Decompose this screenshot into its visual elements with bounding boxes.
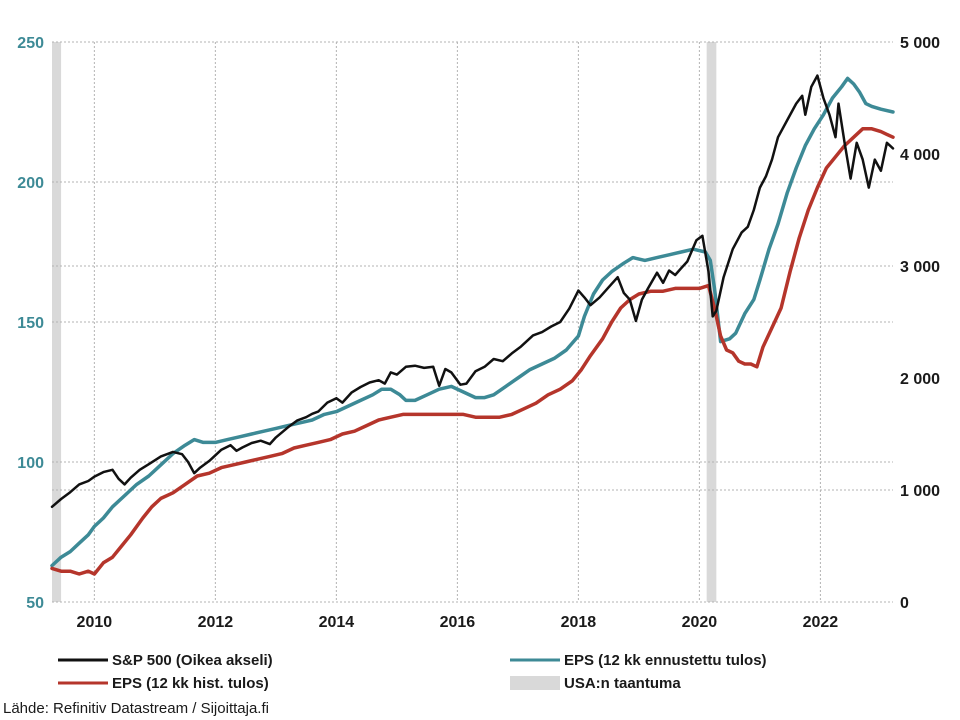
x-tick-label-4: 2018	[561, 614, 597, 631]
x-tick-label-0: 2010	[77, 614, 113, 631]
right-tick-label-1: 1 000	[900, 483, 940, 500]
legend: S&P 500 (Oikea akseli) EPS (12 kk hist. …	[58, 652, 767, 692]
right-axis-ticks: 0 1 000 2 000 3 000 4 000 5 000	[900, 35, 940, 612]
series-line-eps-12-kk-ennustettu-tulos	[50, 76, 895, 568]
left-tick-label-2: 150	[17, 315, 44, 332]
recession-band-1	[706, 42, 717, 602]
x-tick-label-6: 2022	[803, 614, 839, 631]
left-tick-label-3: 200	[17, 175, 44, 192]
x-tick-label-3: 2016	[440, 614, 476, 631]
legend-label-recession: USA:n taantuma	[564, 675, 681, 692]
left-tick-label-1: 100	[17, 455, 44, 472]
x-tick-label-5: 2020	[682, 614, 718, 631]
x-axis-ticks: 2010 2012 2014 2016 2018 2020 2022	[77, 614, 839, 631]
right-tick-label-0: 0	[900, 595, 909, 612]
right-tick-label-4: 4 000	[900, 147, 940, 164]
series-line-s-p-500-oikea-akseli	[50, 74, 895, 509]
legend-swatch-recession	[510, 676, 560, 690]
left-axis-ticks: 50 100 150 200 250	[17, 35, 44, 612]
x-tick-label-2: 2014	[319, 614, 355, 631]
left-tick-label-4: 250	[17, 35, 44, 52]
right-tick-label-3: 3 000	[900, 259, 940, 276]
legend-label-eps-hist: EPS (12 kk hist. tulos)	[112, 675, 269, 692]
right-tick-label-5: 5 000	[900, 35, 940, 52]
series-lines	[50, 74, 895, 576]
right-tick-label-2: 2 000	[900, 371, 940, 388]
grid-lines	[52, 41, 893, 603]
x-tick-label-1: 2012	[198, 614, 234, 631]
left-tick-label-0: 50	[26, 595, 44, 612]
legend-label-sp500: S&P 500 (Oikea akseli)	[112, 652, 273, 669]
series-line-eps-12-kk-hist-tulos	[50, 127, 895, 576]
legend-label-eps-forecast: EPS (12 kk ennustettu tulos)	[564, 652, 767, 669]
source-note: Lähde: Refinitiv Datastream / Sijoittaja…	[3, 700, 269, 717]
